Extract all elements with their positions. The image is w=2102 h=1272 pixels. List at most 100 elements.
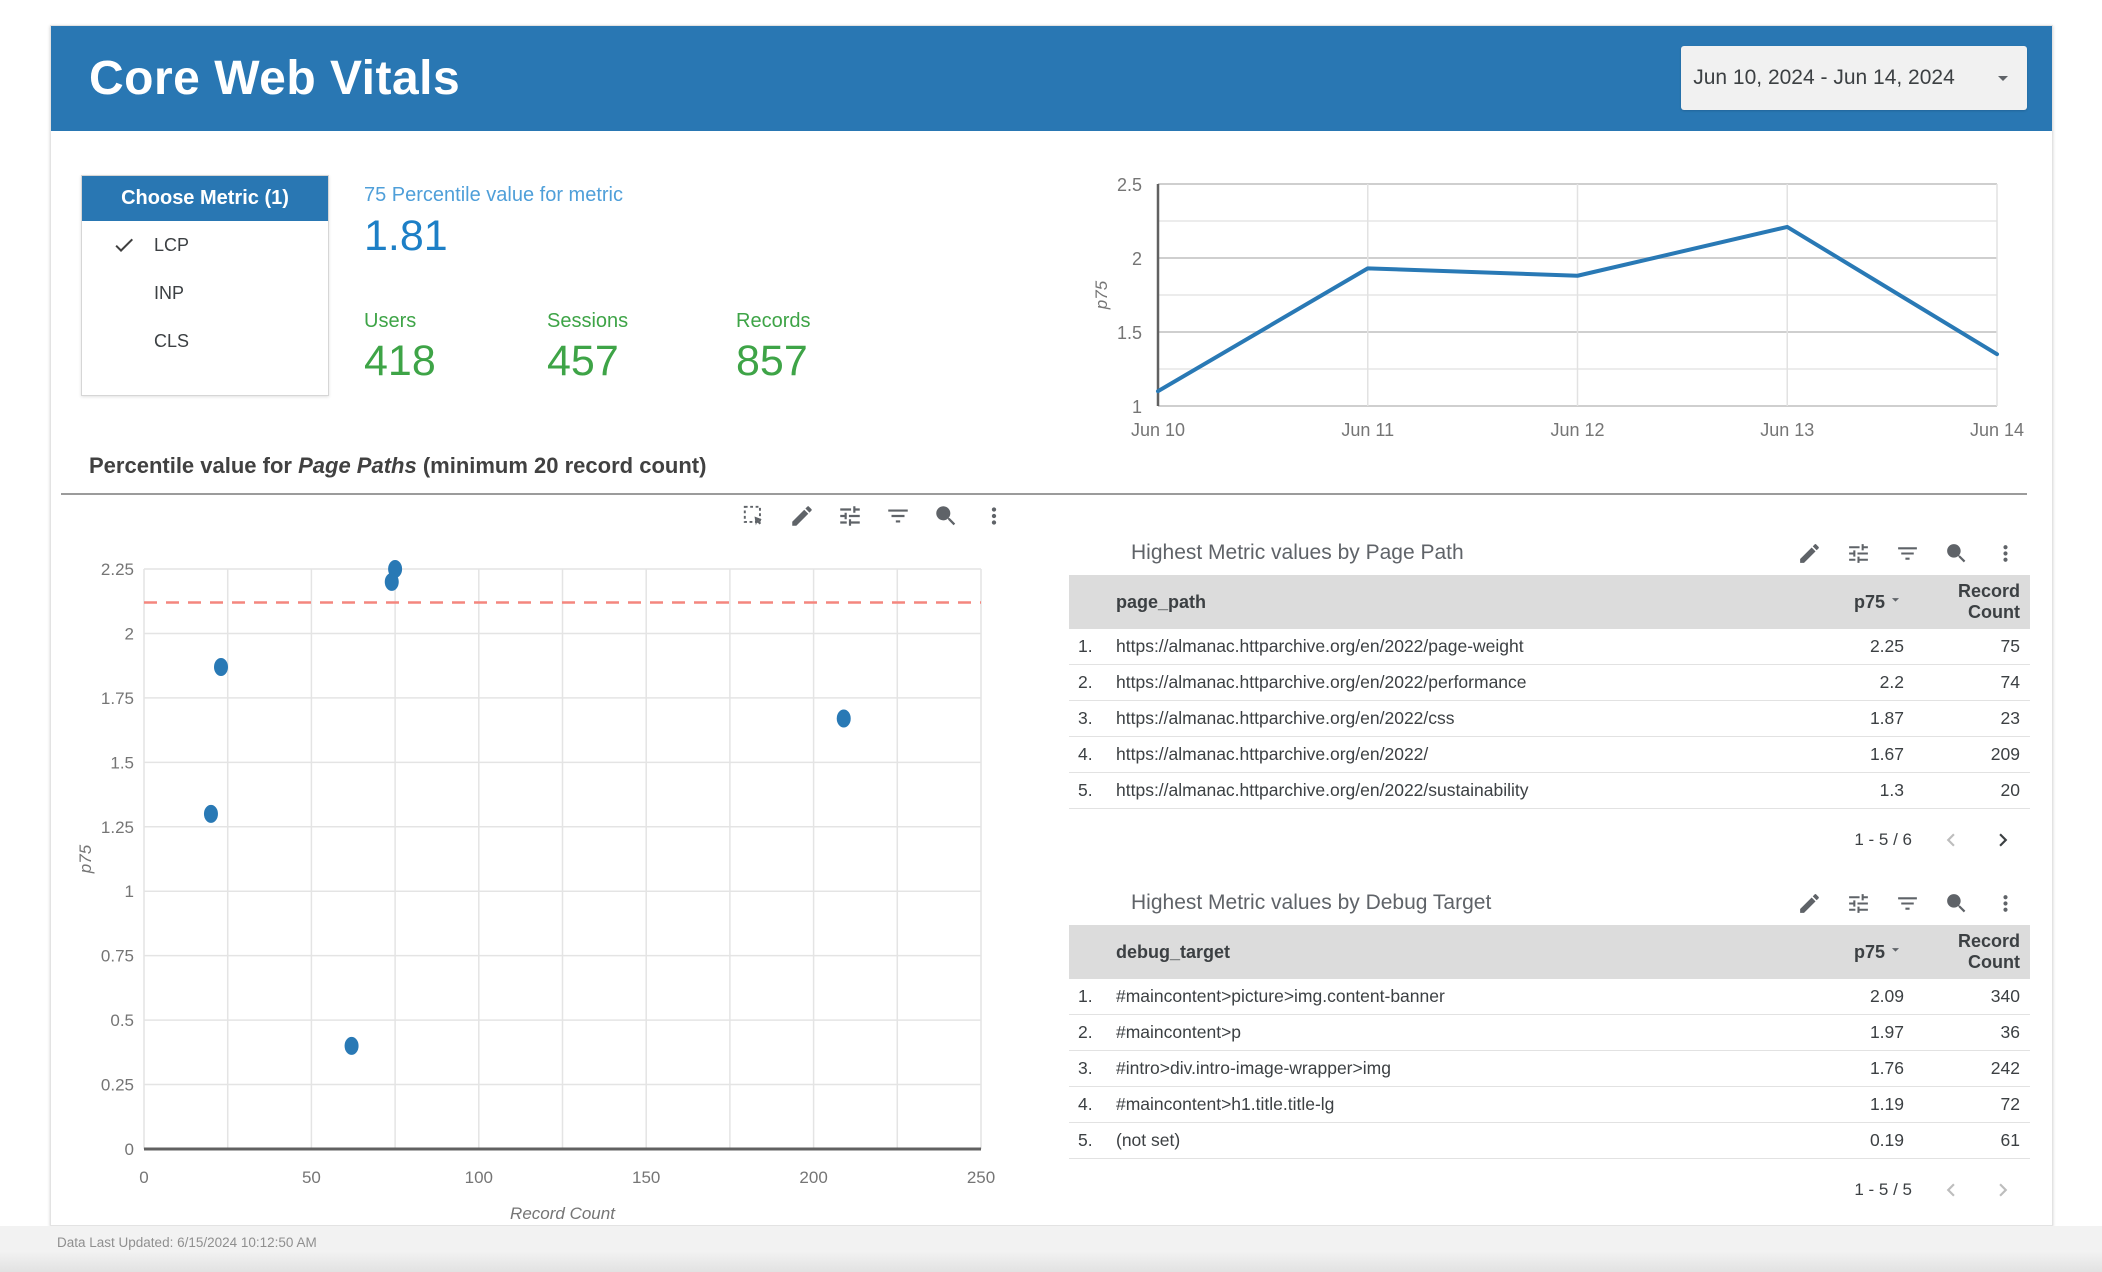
zoom-chart-icon[interactable] xyxy=(1944,541,1969,566)
filter-icon[interactable] xyxy=(1895,541,1920,566)
marquee-select-icon[interactable] xyxy=(741,503,767,529)
row-index: 4. xyxy=(1078,1094,1093,1114)
column-header-record-count[interactable]: Record Count xyxy=(1957,931,2020,972)
p75-cell: 2.25 xyxy=(1869,636,1904,656)
debug-target-cell: (not set) xyxy=(1116,1130,1181,1150)
debug-target-cell: #maincontent>p xyxy=(1116,1022,1242,1042)
tune-icon-button[interactable] xyxy=(1846,891,1871,916)
column-header-page-path[interactable]: page_path xyxy=(1116,591,1207,612)
record-count-cell: 36 xyxy=(2000,1022,2020,1042)
edit-icon-button[interactable] xyxy=(789,503,815,529)
edit-icon-button[interactable] xyxy=(1797,891,1822,916)
report-card: Core Web Vitals Jun 10, 2024 - Jun 14, 2… xyxy=(50,25,2053,1226)
date-range-selector[interactable]: Jun 10, 2024 - Jun 14, 2024 xyxy=(1681,46,2027,110)
scorecard-value: 1.81 xyxy=(364,212,448,260)
zoom-chart-icon-button[interactable] xyxy=(933,503,959,529)
scatter-chart-toolbar xyxy=(741,503,1007,529)
record-count-cell: 209 xyxy=(1990,744,2020,764)
debug-target-cell: #maincontent>h1.title.title-lg xyxy=(1116,1094,1335,1114)
row-index: 1. xyxy=(1078,986,1093,1006)
p75-trend-line-chart: 1 1.5 2 2.5 Jun 10 Jun 11 Jun 12 Jun 13 Jun 14 p7… xyxy=(1092,175,2024,440)
svg-text:100: 100 xyxy=(465,1168,493,1187)
chevron-right-icon[interactable] xyxy=(1990,827,2016,853)
page-path-cell: https://almanac.httparchive.org/en/2022/… xyxy=(1116,636,1524,656)
chevron-right-icon xyxy=(1990,1177,2016,1203)
chevron-right-icon[interactable] xyxy=(1990,827,2016,853)
record-count-cell: 61 xyxy=(2000,1130,2020,1150)
check-placeholder xyxy=(112,329,136,353)
record-count-cell: 74 xyxy=(2000,672,2020,692)
table-row: 3. https://almanac.httparchive.org/en/202… xyxy=(1069,701,2030,737)
filter-icon-button[interactable] xyxy=(1895,891,1920,916)
metric-filter-title: Choose Metric (1) xyxy=(82,176,328,221)
table-title: Highest Metric values by Page Path xyxy=(1131,541,1464,564)
filter-icon-button[interactable] xyxy=(885,503,911,529)
metric-option-inp[interactable]: INP xyxy=(82,269,328,317)
debug-target-cell: #intro>div.intro-image-wrapper>img xyxy=(1116,1058,1391,1078)
more-vert-icon[interactable] xyxy=(1993,891,2018,916)
last-updated-text: Data Last Updated: 6/15/2024 10:12:50 AM xyxy=(57,1235,317,1250)
scorecard-value: 418 xyxy=(364,337,436,385)
column-header-debug-target[interactable]: debug_target xyxy=(1116,941,1231,962)
svg-text:1.5: 1.5 xyxy=(110,753,134,772)
svg-text:1.25: 1.25 xyxy=(101,818,134,837)
column-header-record-count[interactable]: Record Count xyxy=(1957,581,2020,622)
edit-icon[interactable] xyxy=(789,503,815,529)
filter-icon[interactable] xyxy=(885,503,911,529)
row-index: 3. xyxy=(1078,1058,1093,1078)
svg-text:Jun 13: Jun 13 xyxy=(1760,420,1814,440)
edit-icon[interactable] xyxy=(1797,891,1822,916)
svg-text:2: 2 xyxy=(125,624,134,643)
svg-text:Jun 11: Jun 11 xyxy=(1341,420,1394,440)
table-row: 4. https://almanac.httparchive.org/en/202… xyxy=(1069,737,2030,773)
metric-options-list: LCP INP CLS xyxy=(82,221,328,365)
svg-text:250: 250 xyxy=(967,1168,995,1187)
tune-icon[interactable] xyxy=(1846,891,1871,916)
marquee-select-icon-button[interactable] xyxy=(741,503,767,529)
table-pagination: 1 - 5 / 6 xyxy=(1069,827,2030,853)
table-body: 1. #maincontent>picture>img.content-banne… xyxy=(1069,979,2030,1159)
p75-cell: 2.2 xyxy=(1879,672,1904,692)
edit-icon[interactable] xyxy=(1797,541,1822,566)
edit-icon-button[interactable] xyxy=(1797,541,1822,566)
zoom-chart-icon-button[interactable] xyxy=(1944,541,1969,566)
table-row: 3. #intro>div.intro-image-wrapper>img 1.76… xyxy=(1069,1051,2030,1087)
scorecard-p75: 75 Percentile value for metric 1.81 xyxy=(364,184,623,261)
more-vert-icon[interactable] xyxy=(981,503,1007,529)
svg-text:Jun 10: Jun 10 xyxy=(1131,420,1185,440)
table-row: 2. #maincontent>p 1.97 36 xyxy=(1069,1015,2030,1051)
svg-text:0: 0 xyxy=(139,1168,148,1187)
chevron-left-icon xyxy=(1946,1183,1955,1197)
filter-icon-button[interactable] xyxy=(1895,541,1920,566)
p75-cell: 1.19 xyxy=(1869,1094,1904,1114)
tune-icon-button[interactable] xyxy=(1846,541,1871,566)
more-vert-icon-button[interactable] xyxy=(1993,891,2018,916)
chevron-left-icon xyxy=(1938,827,1964,853)
p75-cell: 1.67 xyxy=(1869,744,1904,764)
metric-option-cls[interactable]: CLS xyxy=(82,317,328,365)
tune-icon[interactable] xyxy=(837,503,863,529)
column-header-p75[interactable]: p75 xyxy=(1854,591,1904,613)
row-index: 5. xyxy=(1078,1130,1093,1150)
chevron-left-icon xyxy=(1938,1177,1964,1203)
scatter-point xyxy=(384,572,399,591)
more-vert-icon-button[interactable] xyxy=(981,503,1007,529)
tune-icon[interactable] xyxy=(1846,541,1871,566)
chevron-left-icon xyxy=(1946,833,1955,847)
zoom-chart-icon-button[interactable] xyxy=(1944,891,1969,916)
zoom-chart-icon[interactable] xyxy=(1944,891,1969,916)
svg-text:Jun 12: Jun 12 xyxy=(1550,420,1604,440)
tune-icon-button[interactable] xyxy=(837,503,863,529)
scatter-point xyxy=(344,1036,359,1055)
record-count-cell: 20 xyxy=(2000,780,2020,800)
table-row: 2. https://almanac.httparchive.org/en/202… xyxy=(1069,665,2030,701)
zoom-chart-icon[interactable] xyxy=(933,503,959,529)
metric-option-label: LCP xyxy=(154,234,190,255)
filter-icon[interactable] xyxy=(1895,891,1920,916)
more-vert-icon-button[interactable] xyxy=(1993,541,2018,566)
svg-text:2.5: 2.5 xyxy=(1117,175,1142,195)
column-header-p75[interactable]: p75 xyxy=(1854,941,1904,963)
metric-option-lcp[interactable]: LCP xyxy=(82,221,328,269)
date-range-value: Jun 10, 2024 - Jun 14, 2024 xyxy=(1693,66,1955,89)
more-vert-icon[interactable] xyxy=(1993,541,2018,566)
